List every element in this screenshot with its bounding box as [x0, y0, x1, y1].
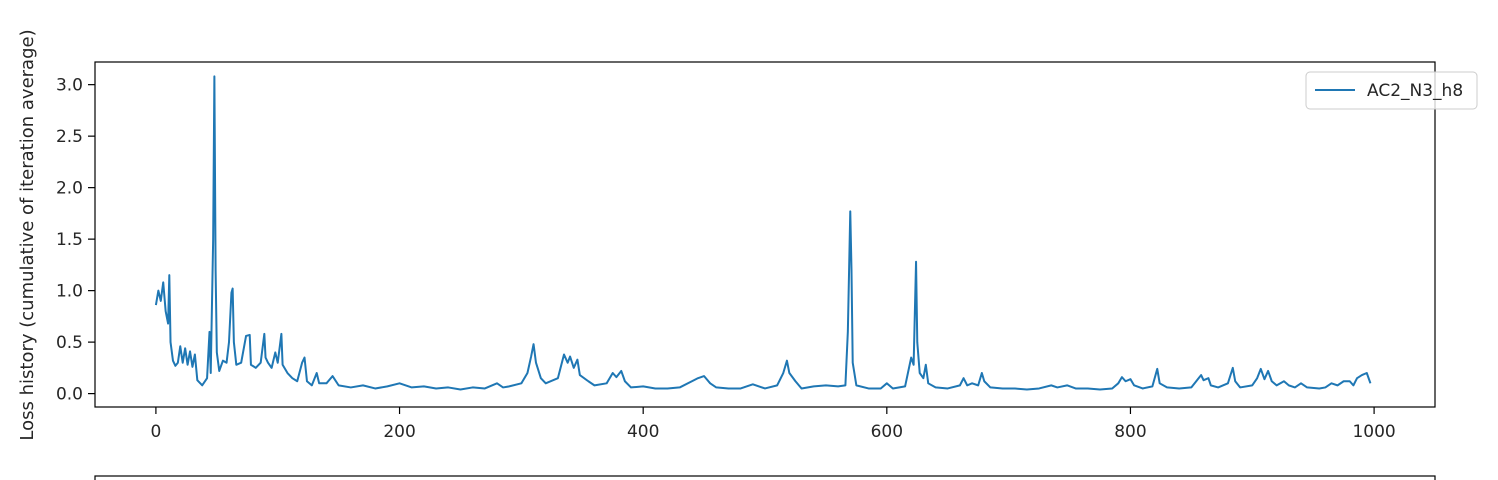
y-axis-label: Loss history (cumulative of iteration av… [17, 29, 38, 440]
y-tick-label: 0.5 [56, 333, 83, 353]
y-axis: 0.0 0.5 1.0 1.5 2.0 2.5 3.0 [56, 76, 95, 405]
series-layer [154, 75, 1372, 391]
x-tick-label: 200 [383, 422, 415, 442]
legend-label-ac2-n3-h8: AC2_N3_h8 [1367, 81, 1463, 101]
y-tick-label: 1.0 [56, 282, 83, 302]
axes-frame [94, 61, 1436, 408]
x-axis: 0 200 400 600 800 1000 [150, 407, 1396, 442]
next-chart-frame-top [94, 475, 1436, 480]
legend: AC2_N3_h8 [1305, 71, 1478, 110]
x-tick-label: 800 [1114, 422, 1146, 442]
x-tick-label: 1000 [1352, 422, 1395, 442]
y-tick-label: 0.0 [56, 385, 83, 405]
y-tick-label: 1.5 [56, 230, 83, 250]
y-tick-label: 2.0 [56, 179, 83, 199]
x-tick-label: 0 [150, 422, 161, 442]
x-tick-label: 600 [871, 422, 903, 442]
legend-box [1305, 71, 1478, 110]
series-line-0 [154, 75, 1372, 391]
y-tick-label: 2.5 [56, 127, 83, 147]
y-tick-label: 3.0 [56, 76, 83, 96]
x-tick-label: 400 [627, 422, 659, 442]
